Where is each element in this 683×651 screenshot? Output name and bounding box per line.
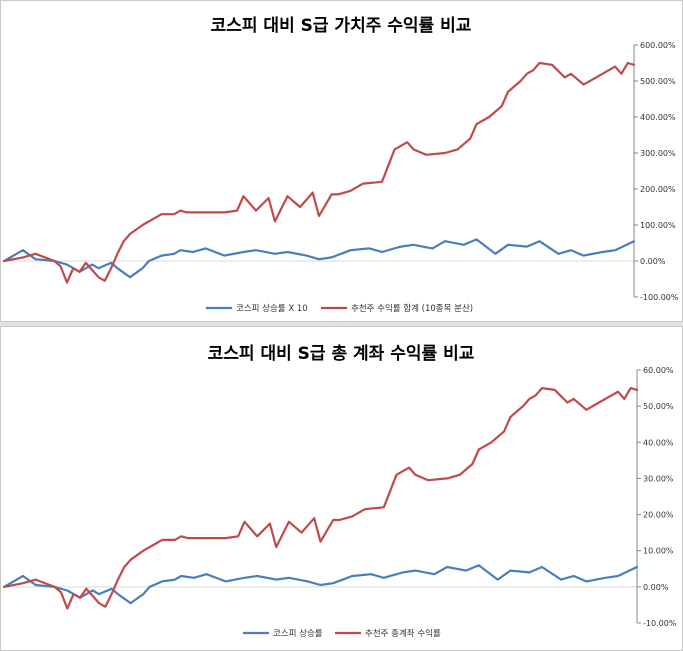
y-tick-label: 600.00%: [640, 41, 676, 50]
y-tick-label: 0.00%: [643, 583, 669, 592]
y-tick-label: -10.00%: [643, 619, 677, 628]
y-tick-label: 400.00%: [640, 113, 676, 122]
chart-svg-bottom: 코스피 대비 S급 총 계좌 수익률 비교 60.00% 50.00% 40.00% 3…: [2, 344, 677, 639]
y-tick-label: 30.00%: [643, 474, 674, 483]
legend-label: 코스피 상승률: [273, 628, 323, 639]
y-tick-label: 200.00%: [640, 185, 676, 194]
chart-panel-bottom: 코스피 대비 S급 총 계좌 수익률 비교 60.00% 50.00% 40.00% 3…: [0, 326, 683, 651]
series-line-recommended: [2, 386, 639, 610]
chart-svg-top: 코스피 대비 S급 가치주 수익률 비교 600.00% 500.00% 400.00…: [2, 16, 679, 314]
panel-separator: [0, 322, 683, 326]
legend-label: 코스피 상승률 X 10: [236, 303, 308, 314]
y-tick-label: 60.00%: [643, 366, 674, 375]
series-line-kospi: [2, 238, 636, 279]
chart-panel-top: 코스피 대비 S급 가치주 수익률 비교 600.00% 500.00% 400.00…: [0, 0, 683, 322]
y-tick-label: 20.00%: [643, 511, 674, 520]
y-tick-label: 40.00%: [643, 438, 674, 447]
series-line-kospi: [2, 564, 639, 605]
y-tick-label: 50.00%: [643, 402, 674, 411]
series-line-recommended: [2, 61, 636, 284]
y-tick-label: -100.00%: [640, 293, 679, 302]
chart-title: 코스피 대비 S급 총 계좌 수익률 비교: [208, 344, 475, 364]
y-tick-label: 10.00%: [643, 547, 674, 556]
y-tick-label: 500.00%: [640, 77, 676, 86]
legend-label: 추천주 수익률 합계 (10종목 분산): [351, 303, 473, 314]
y-tick-label: 300.00%: [640, 149, 676, 158]
legend-label: 추천주 총계좌 수익률: [365, 628, 441, 639]
chart-title: 코스피 대비 S급 가치주 수익률 비교: [211, 16, 472, 36]
y-tick-label: 0.00%: [640, 257, 666, 266]
y-tick-label: 100.00%: [640, 221, 676, 230]
